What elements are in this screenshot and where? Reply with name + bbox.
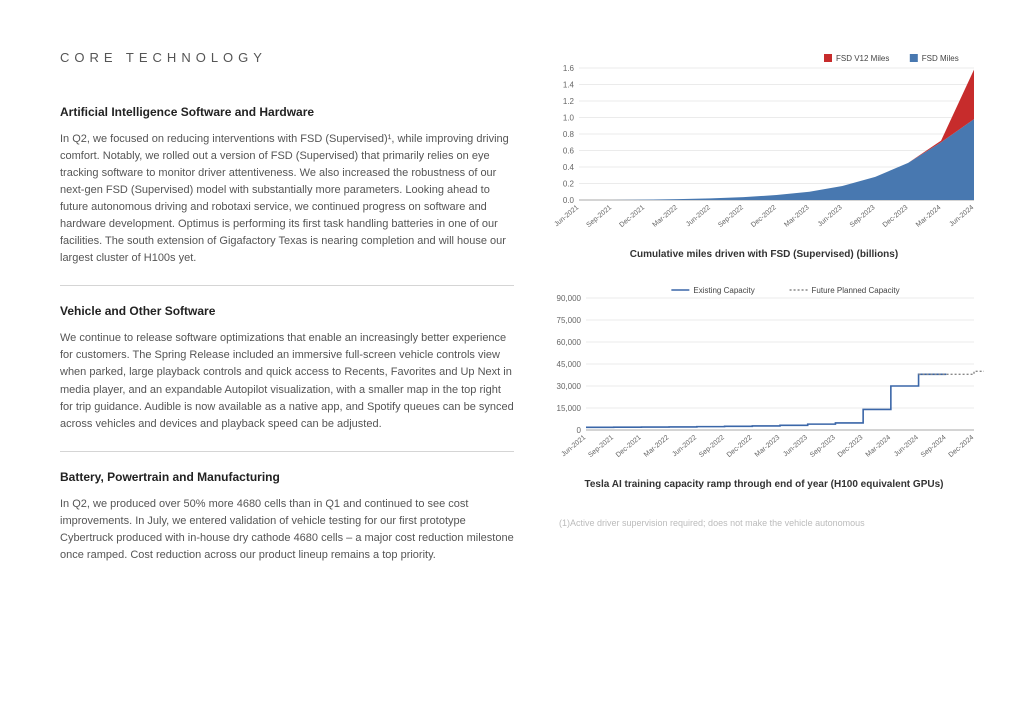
svg-text:75,000: 75,000 xyxy=(557,316,582,325)
chart-fsd-miles-svg: 0.00.20.40.60.81.01.21.41.6Jun-2021Sep-2… xyxy=(544,50,984,245)
svg-text:Dec-2023: Dec-2023 xyxy=(837,434,865,459)
svg-text:0.8: 0.8 xyxy=(563,130,575,139)
svg-text:0.6: 0.6 xyxy=(563,147,575,156)
svg-text:Mar-2022: Mar-2022 xyxy=(652,204,680,229)
section-battery: Battery, Powertrain and Manufacturing In… xyxy=(60,470,514,564)
divider xyxy=(60,451,514,452)
chart-ai-capacity: 0 15,000 30,000 45,000 60,000 75,000 90,000 Jun… xyxy=(544,280,984,490)
svg-text:Jun-2022: Jun-2022 xyxy=(685,204,712,228)
chart-ai-capacity-svg: 0 15,000 30,000 45,000 60,000 75,000 90,000 Jun… xyxy=(544,280,984,475)
svg-text:90,000: 90,000 xyxy=(557,294,582,303)
svg-text:Sep-2022: Sep-2022 xyxy=(698,434,726,459)
divider xyxy=(60,285,514,286)
svg-text:15,000: 15,000 xyxy=(557,404,582,413)
chart-fsd-miles-title: Cumulative miles driven with FSD (Superv… xyxy=(544,249,984,260)
section-ai: Artificial Intelligence Software and Har… xyxy=(60,105,514,267)
svg-text:Dec-2021: Dec-2021 xyxy=(615,434,643,459)
svg-text:Jun-2023: Jun-2023 xyxy=(817,204,844,228)
svg-text:1.4: 1.4 xyxy=(563,81,575,90)
svg-text:Dec-2022: Dec-2022 xyxy=(726,434,754,459)
svg-text:Dec-2021: Dec-2021 xyxy=(618,204,646,229)
svg-text:Existing Capacity: Existing Capacity xyxy=(693,286,754,295)
svg-text:0.4: 0.4 xyxy=(563,163,575,172)
svg-text:Mar-2023: Mar-2023 xyxy=(754,434,782,459)
svg-text:Dec-2024: Dec-2024 xyxy=(948,434,976,459)
svg-text:Sep-2021: Sep-2021 xyxy=(585,204,613,229)
svg-text:Jun-2023: Jun-2023 xyxy=(782,434,809,458)
chart-fsd-miles: 0.00.20.40.60.81.01.21.41.6Jun-2021Sep-2… xyxy=(544,50,984,260)
svg-text:Mar-2022: Mar-2022 xyxy=(643,434,671,459)
section-heading-ai: Artificial Intelligence Software and Har… xyxy=(60,105,514,119)
svg-text:Dec-2023: Dec-2023 xyxy=(882,204,910,229)
page-title: CORE TECHNOLOGY xyxy=(60,50,514,65)
section-body-vehicle: We continue to release software optimiza… xyxy=(60,330,514,432)
svg-text:Sep-2023: Sep-2023 xyxy=(809,434,837,459)
section-body-battery: In Q2, we produced over 50% more 4680 ce… xyxy=(60,496,514,564)
svg-text:Jun-2024: Jun-2024 xyxy=(893,434,920,458)
svg-text:Sep-2021: Sep-2021 xyxy=(587,434,615,459)
footnote: (1)Active driver supervision required; d… xyxy=(544,518,984,528)
svg-text:Mar-2023: Mar-2023 xyxy=(783,204,811,229)
svg-text:Jun-2024: Jun-2024 xyxy=(948,204,975,228)
svg-text:Dec-2022: Dec-2022 xyxy=(750,204,778,229)
svg-text:0.0: 0.0 xyxy=(563,196,575,205)
svg-text:Sep-2024: Sep-2024 xyxy=(920,434,948,459)
svg-text:1.2: 1.2 xyxy=(563,97,575,106)
svg-text:0: 0 xyxy=(577,426,582,435)
svg-text:FSD Miles: FSD Miles xyxy=(922,54,959,63)
svg-text:30,000: 30,000 xyxy=(557,382,582,391)
svg-text:Mar-2024: Mar-2024 xyxy=(865,434,893,459)
svg-text:Jun-2021: Jun-2021 xyxy=(553,204,580,228)
svg-text:Mar-2024: Mar-2024 xyxy=(915,204,943,229)
svg-text:Sep-2023: Sep-2023 xyxy=(849,204,877,229)
svg-text:45,000: 45,000 xyxy=(557,360,582,369)
section-heading-vehicle: Vehicle and Other Software xyxy=(60,304,514,318)
section-vehicle: Vehicle and Other Software We continue t… xyxy=(60,304,514,432)
section-heading-battery: Battery, Powertrain and Manufacturing xyxy=(60,470,514,484)
chart-ai-capacity-title: Tesla AI training capacity ramp through … xyxy=(544,479,984,490)
svg-text:Jun-2022: Jun-2022 xyxy=(671,434,698,458)
svg-text:Sep-2022: Sep-2022 xyxy=(717,204,745,229)
svg-text:Future Planned Capacity: Future Planned Capacity xyxy=(812,286,900,295)
svg-text:60,000: 60,000 xyxy=(557,338,582,347)
svg-text:Jun-2021: Jun-2021 xyxy=(560,434,587,458)
svg-text:1.0: 1.0 xyxy=(563,114,575,123)
section-body-ai: In Q2, we focused on reducing interventi… xyxy=(60,131,514,267)
svg-text:0.2: 0.2 xyxy=(563,180,575,189)
svg-text:1.6: 1.6 xyxy=(563,64,575,73)
svg-text:FSD V12 Miles: FSD V12 Miles xyxy=(836,54,889,63)
